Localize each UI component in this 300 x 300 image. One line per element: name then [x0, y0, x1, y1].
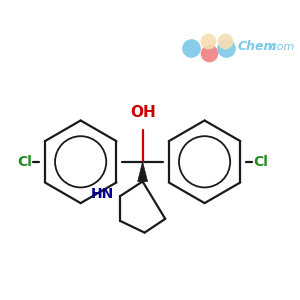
Point: [188, 45, 193, 50]
Point: [223, 38, 228, 43]
Point: [224, 45, 229, 50]
Text: OH: OH: [131, 106, 157, 121]
Text: Cl: Cl: [253, 155, 268, 169]
Point: [205, 38, 210, 43]
Polygon shape: [138, 162, 148, 182]
Text: HN: HN: [91, 187, 114, 201]
Text: .com: .com: [268, 42, 295, 52]
Text: Cl: Cl: [18, 155, 32, 169]
Text: Chem: Chem: [238, 40, 278, 53]
Point: [206, 50, 211, 55]
